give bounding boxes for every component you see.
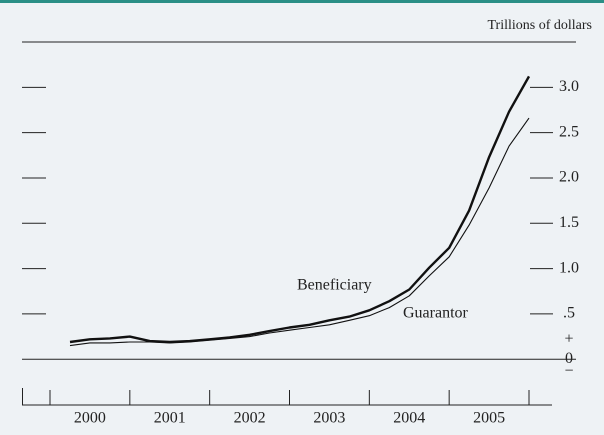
series-line [69, 117, 530, 347]
x-tick-label: 2003 [313, 410, 345, 427]
series-label: Guarantor [403, 305, 469, 322]
x-tick-label: 2004 [393, 410, 425, 427]
x-tick-label: 2005 [473, 410, 505, 427]
series-line [69, 75, 531, 344]
zero-sign: + [564, 331, 573, 348]
y-tick-label: 0 [565, 350, 573, 367]
y-tick-label: 3.0 [559, 78, 579, 95]
x-tick-label: 2001 [154, 410, 186, 427]
y-tick-label: 1.0 [559, 259, 579, 276]
series-label: Beneficiary [297, 277, 372, 294]
y-tick-label: .5 [563, 305, 575, 322]
zero-sign: − [564, 363, 573, 380]
x-tick-label: 2000 [74, 410, 106, 427]
y-tick-label: 2.0 [559, 169, 579, 186]
y-tick-label: 1.5 [559, 214, 579, 231]
y-tick-label: 2.5 [559, 123, 579, 140]
axis-label: Trillions of dollars [488, 18, 593, 33]
x-tick-label: 2002 [234, 410, 266, 427]
